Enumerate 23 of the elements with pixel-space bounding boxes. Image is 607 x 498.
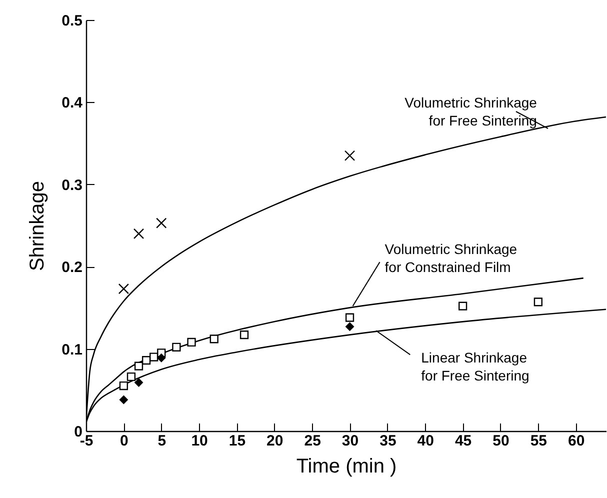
x-tick-label: 55	[530, 432, 548, 450]
x-tick-label: 15	[228, 432, 246, 450]
annotation: Volumetric Shrinkage for Free Sintering	[404, 94, 538, 129]
y-tick-label: 0.5	[62, 12, 82, 30]
x-tick-label: 10	[191, 432, 208, 450]
y-tick-label: 0.1	[62, 341, 82, 358]
x-tick-label: 45	[454, 432, 472, 450]
y-tick-label: 0.3	[62, 176, 82, 194]
x-tick-label: 20	[266, 432, 284, 450]
y-tick-label: 0.2	[62, 259, 82, 276]
y-tick-label: 0.4	[62, 94, 84, 112]
x-tick-label: 30	[342, 432, 359, 450]
x-tick-label: 25	[304, 432, 321, 450]
x-tick-label: 35	[380, 432, 396, 450]
y-axis-title: Shrinkage	[26, 180, 49, 272]
x-tick-label: 40	[417, 432, 434, 450]
x-tick-label: 50	[492, 432, 510, 450]
annotation: Linear Shrinkage for Free Sintering	[421, 350, 530, 384]
x-tick-label: 5	[158, 432, 166, 450]
x-tick-label: 60	[568, 432, 585, 450]
annotation: Volumetric Shrinkage for Constrained Film	[384, 241, 518, 276]
x-tick-label: 0	[120, 432, 128, 450]
x-axis-title: Time (min )	[296, 456, 397, 478]
